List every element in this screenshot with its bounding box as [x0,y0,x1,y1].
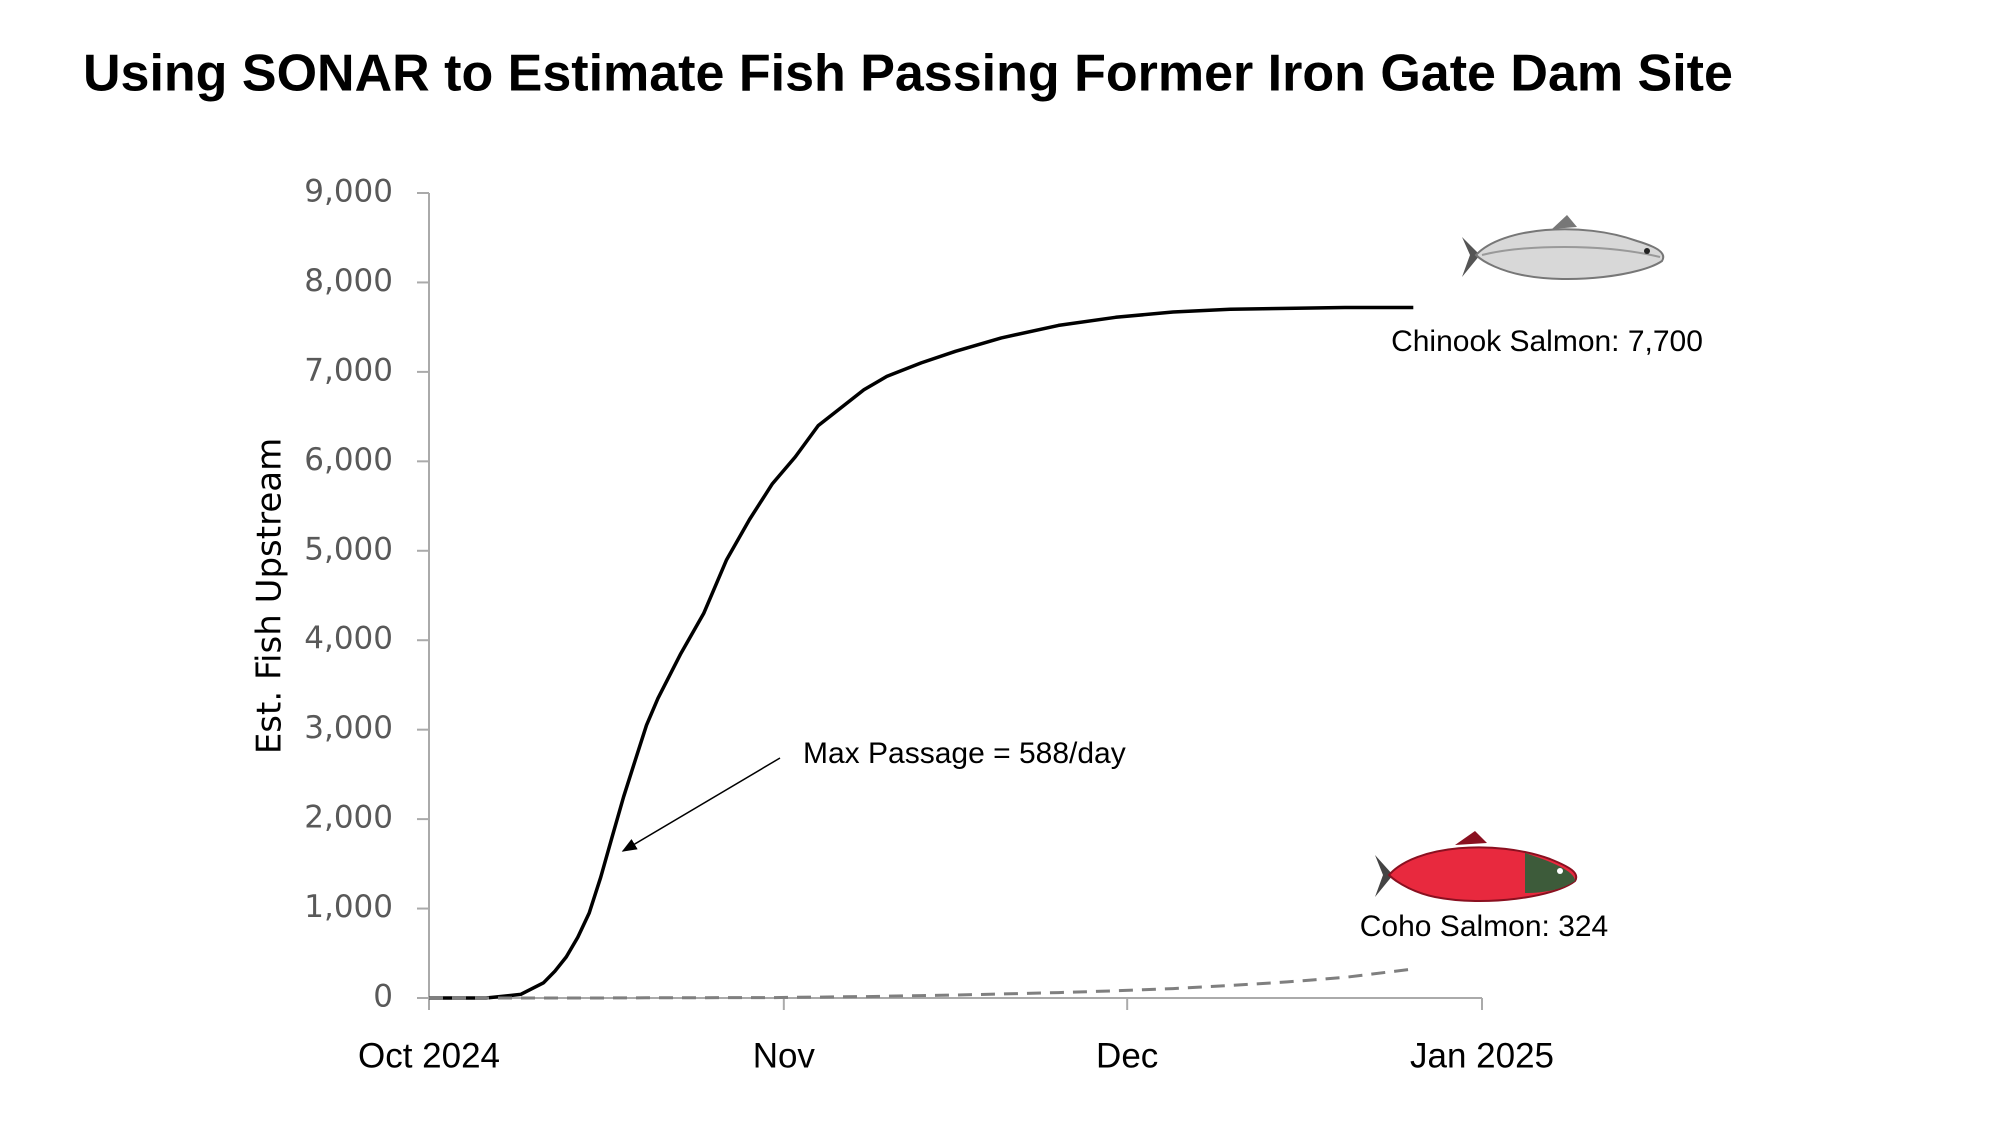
x-tick-label: Nov [753,1036,816,1075]
annotation-arrow [621,757,781,852]
y-tick-label: 2,000 [304,800,393,836]
x-tick-label: Jan 2025 [1410,1036,1554,1075]
annotation: Max Passage = 588/day [803,737,1126,770]
y-tick-label: 9,000 [304,174,393,210]
coho-fish-icon [1375,831,1578,902]
chart-title: Using SONAR to Estimate Fish Passing For… [83,45,1733,103]
y-tick-label: 8,000 [304,263,393,299]
series-line [429,967,1414,1000]
y-axis-title: Est. Fish Upstream [250,438,290,754]
x-tick-label: Dec [1096,1036,1158,1075]
series-label: Coho Salmon: 324 [1360,910,1609,943]
y-tick-label: 6,000 [304,442,393,478]
y-tick-label: 7,000 [304,352,393,388]
chinook-fish-icon [1462,215,1665,281]
y-tick-label: 1,000 [304,889,393,925]
y-tick-label: 4,000 [304,621,393,657]
y-tick-label: 3,000 [304,710,393,746]
y-tick-label: 0 [373,979,393,1015]
x-tick-label: Oct 2024 [358,1036,500,1075]
series-line [429,305,1414,1000]
series-label: Chinook Salmon: 7,700 [1391,325,1703,358]
y-tick-label: 5,000 [304,531,393,567]
